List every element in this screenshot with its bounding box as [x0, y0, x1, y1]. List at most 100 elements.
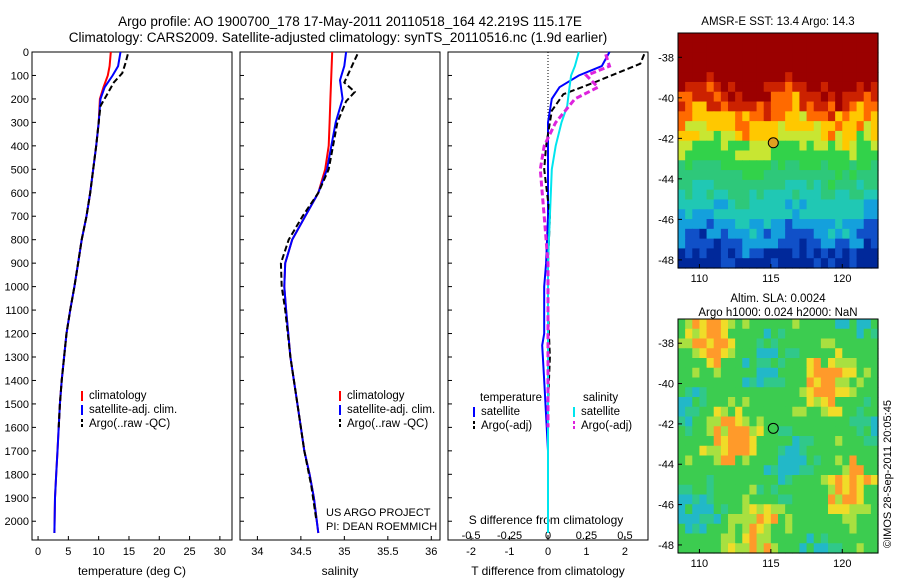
map-cell — [685, 170, 693, 181]
map-cell — [699, 387, 708, 398]
map-cell — [678, 189, 686, 201]
map-cell — [770, 358, 779, 369]
map-cell — [692, 504, 701, 515]
map-cell — [763, 367, 772, 379]
map-cell — [706, 543, 715, 554]
map-cell — [728, 160, 736, 171]
map-cell — [828, 328, 836, 340]
map-cell — [835, 258, 843, 269]
map-cell — [699, 504, 708, 515]
map-cell — [756, 101, 765, 112]
map-cell — [713, 219, 722, 230]
map-cell — [742, 228, 751, 240]
map-cell — [842, 150, 851, 161]
map-cell — [699, 358, 708, 369]
map-cell — [756, 72, 765, 83]
map-cell — [756, 484, 765, 496]
map-cell — [756, 543, 765, 554]
map-cell — [742, 81, 751, 93]
map-cell — [735, 387, 743, 398]
map-cell — [706, 533, 715, 544]
map-cell — [685, 91, 693, 103]
map-cell — [678, 377, 686, 388]
map-cell — [706, 199, 715, 210]
sla-map-title: Altim. SLA: 0.0024 — [730, 293, 826, 305]
map-cell — [799, 475, 808, 486]
map-cell — [842, 523, 851, 535]
map-cell — [835, 436, 843, 447]
map-cell — [828, 258, 836, 269]
map-cell — [742, 179, 751, 191]
map-cell — [820, 397, 829, 408]
map-cell — [692, 248, 701, 259]
map-cell — [720, 160, 729, 171]
map-cell — [792, 101, 801, 112]
map-cell — [728, 406, 736, 418]
map-cell — [685, 72, 693, 83]
map-cell — [835, 52, 843, 63]
map-cell — [720, 238, 729, 250]
map-cell — [770, 160, 779, 171]
map-cell — [749, 62, 758, 73]
map-cell — [706, 319, 715, 330]
map-cell — [820, 367, 829, 379]
map-cell — [828, 319, 836, 330]
map-cell — [756, 397, 765, 408]
map-cell — [770, 319, 779, 330]
map-cell — [763, 160, 772, 171]
map-cell — [870, 248, 879, 259]
map-cell — [770, 33, 779, 44]
map-cell — [713, 160, 722, 171]
map-cell — [756, 150, 765, 161]
y-tick-label: 1100 — [5, 305, 29, 317]
map-cell — [770, 387, 779, 398]
map-cell — [849, 494, 858, 505]
map-cell — [778, 160, 786, 171]
map-cell — [713, 170, 722, 181]
map-cell — [856, 42, 865, 54]
map-cell — [778, 377, 786, 388]
map-cell — [742, 494, 751, 505]
map-cell — [735, 328, 743, 340]
y-tick-label: 1500 — [5, 399, 29, 411]
x-tick-label: 15 — [123, 546, 135, 558]
map-cell — [728, 426, 736, 437]
map-cell — [699, 248, 708, 259]
map-cell — [799, 328, 808, 340]
map-cell — [678, 101, 686, 112]
map-cell — [749, 377, 758, 388]
map-cell — [770, 258, 779, 269]
map-cell — [763, 42, 772, 54]
map-cell — [856, 523, 865, 535]
map-cell — [685, 455, 693, 466]
map-cell — [770, 42, 779, 54]
map-cell — [792, 445, 801, 457]
map-cell — [785, 319, 793, 330]
map-cell — [749, 248, 758, 259]
map-cell — [763, 62, 772, 73]
map-cell — [870, 121, 879, 132]
map-cell — [799, 150, 808, 161]
map-cell — [792, 523, 801, 535]
map-cell — [735, 33, 743, 44]
map-cell — [728, 338, 736, 349]
map-cell — [735, 338, 743, 349]
map-cell — [813, 387, 822, 398]
map-cell — [792, 150, 801, 161]
map-cell — [820, 514, 829, 525]
map-cell — [792, 81, 801, 93]
map-cell — [706, 416, 715, 427]
map-cell — [728, 189, 736, 201]
map-cell — [749, 199, 758, 210]
map-cell — [842, 367, 851, 379]
map-cell — [785, 377, 793, 388]
map-cell — [799, 338, 808, 349]
map-cell — [742, 514, 751, 525]
map-cell — [706, 426, 715, 437]
map-cell — [835, 42, 843, 54]
map-cell — [785, 62, 793, 73]
map-cell — [692, 494, 701, 505]
map-cell — [678, 238, 686, 250]
map-cell — [842, 238, 851, 250]
map-cell — [685, 219, 693, 230]
